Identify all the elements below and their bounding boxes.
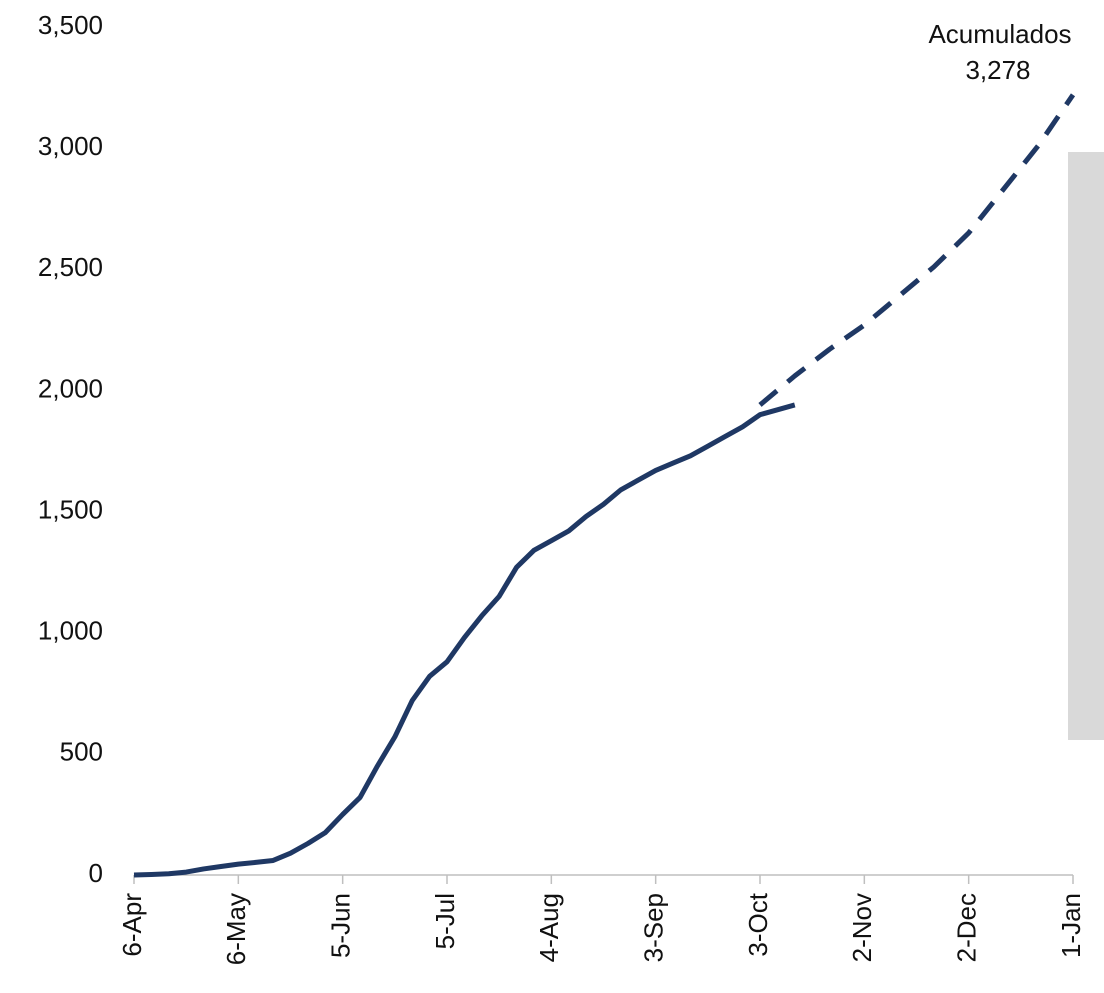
y-tick-label: 1,500 — [38, 494, 103, 524]
x-tick-label: 3-Sep — [639, 893, 669, 962]
x-tick-label: 6-May — [221, 893, 251, 965]
side-panel — [1068, 152, 1104, 740]
line-series — [758, 93, 1076, 407]
y-tick-label: 1,000 — [38, 616, 103, 646]
x-tick-label: 2-Dec — [952, 893, 982, 962]
y-tick-label: 3,000 — [38, 131, 103, 161]
y-tick-label: 500 — [60, 737, 103, 767]
y-tick-label: 2,500 — [38, 252, 103, 282]
annotation: 3,278 — [965, 55, 1030, 85]
x-tick-label: 4-Aug — [534, 893, 564, 962]
line-series — [133, 402, 796, 878]
y-tick-label: 2,000 — [38, 373, 103, 403]
x-tick-label: 3-Oct — [743, 892, 773, 956]
y-tick-label: 0 — [89, 858, 103, 888]
x-tick-label: 2-Nov — [847, 893, 877, 962]
x-tick-label: 5-Jun — [326, 893, 356, 958]
x-tick-label: 6-Apr — [117, 893, 147, 957]
y-tick-label: 3,500 — [38, 10, 103, 40]
x-tick-label: 1-Jan — [1056, 893, 1086, 958]
x-tick-label: 5-Jul — [430, 893, 460, 949]
annotation: Acumulados — [928, 19, 1071, 49]
